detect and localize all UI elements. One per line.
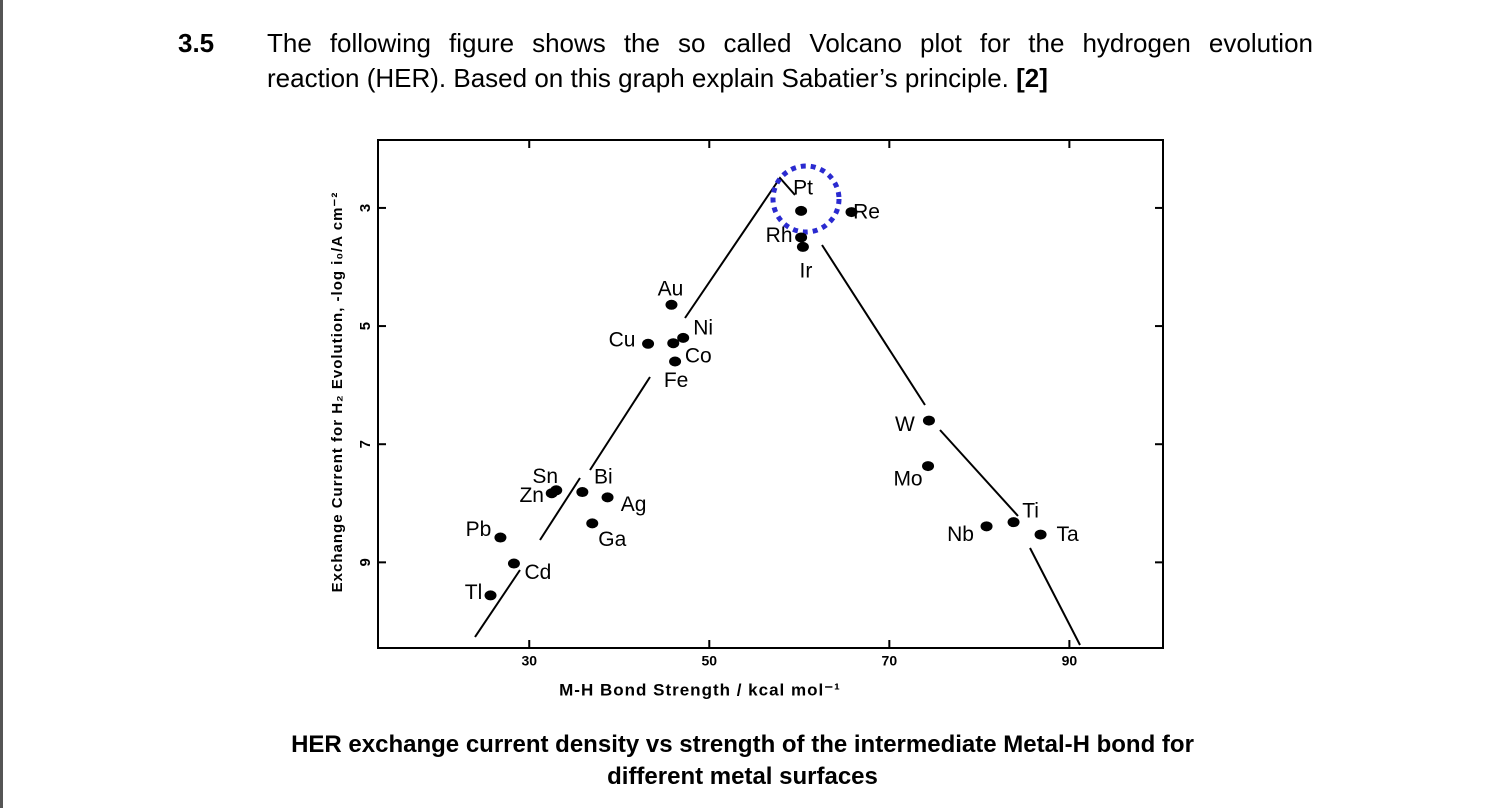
point bbox=[795, 205, 808, 216]
point-label: Fe bbox=[664, 369, 689, 392]
trend-line bbox=[539, 477, 581, 541]
point-label: Ta bbox=[1056, 523, 1079, 546]
point-label: Mo bbox=[893, 468, 922, 491]
point-label: Pb bbox=[466, 518, 492, 541]
trend-line bbox=[589, 376, 651, 471]
point-label: Cu bbox=[609, 328, 636, 351]
point bbox=[601, 492, 614, 503]
point bbox=[494, 532, 507, 543]
point-label: Pt bbox=[793, 176, 813, 199]
y-tick-label: 3 bbox=[357, 204, 374, 212]
point bbox=[642, 338, 655, 349]
point bbox=[576, 487, 589, 498]
caption: different metal surfaces bbox=[607, 763, 878, 790]
point bbox=[845, 207, 858, 218]
y-axis-title: Exchange Current for H₂ Evolution, -log … bbox=[329, 192, 346, 593]
point-label: W bbox=[895, 413, 915, 436]
point-label: Zn bbox=[519, 484, 544, 507]
point bbox=[795, 232, 808, 243]
point-label: Sn bbox=[532, 465, 558, 488]
point-label: Cd bbox=[525, 561, 552, 584]
point bbox=[586, 518, 599, 529]
trend-line bbox=[474, 569, 521, 638]
point-label: Ni bbox=[693, 316, 713, 339]
point-label: Ir bbox=[799, 259, 812, 282]
point-label: Co bbox=[685, 345, 712, 368]
highlight-circle bbox=[770, 163, 842, 235]
point bbox=[677, 332, 690, 343]
border bbox=[0, 0, 3, 808]
point bbox=[922, 461, 935, 472]
x-tick-label: 70 bbox=[882, 653, 898, 669]
question-number: 3.5 bbox=[178, 28, 215, 58]
question-text: reaction (HER). Based on this graph expl… bbox=[267, 63, 1009, 93]
point-label: Rh bbox=[766, 224, 793, 247]
point-label: Ga bbox=[598, 528, 626, 551]
caption: HER exchange current density vs strength… bbox=[291, 731, 1194, 758]
point bbox=[484, 590, 497, 601]
question-marks: [2] bbox=[1016, 63, 1048, 93]
point-label: Au bbox=[658, 277, 684, 300]
y-tick-label: 9 bbox=[357, 558, 374, 566]
x-tick-label: 30 bbox=[521, 653, 537, 669]
point-label: Nb bbox=[947, 523, 974, 546]
y-tick-label: 7 bbox=[357, 440, 374, 448]
trend-line bbox=[821, 244, 926, 406]
x-axis-title: M-H Bond Strength / kcal mol⁻¹ bbox=[559, 680, 841, 699]
point bbox=[922, 415, 935, 426]
point bbox=[669, 356, 682, 367]
point-label: Ag bbox=[621, 493, 647, 516]
point bbox=[507, 558, 520, 569]
question-text: The following figure shows the so called… bbox=[267, 28, 1313, 58]
trend-line bbox=[939, 429, 1019, 517]
point-label: Ti bbox=[1022, 500, 1039, 523]
x-tick-label: 90 bbox=[1062, 653, 1078, 669]
x-tick-label: 50 bbox=[701, 653, 717, 669]
point bbox=[1007, 517, 1020, 528]
point bbox=[545, 488, 558, 499]
question-text: reaction (HER). Based on this graph expl… bbox=[267, 63, 1313, 94]
trend-line bbox=[1029, 547, 1081, 646]
point bbox=[667, 338, 680, 349]
plot-frame bbox=[377, 139, 1164, 649]
point bbox=[665, 299, 678, 310]
point bbox=[980, 521, 993, 532]
point bbox=[796, 241, 809, 252]
trend-line bbox=[684, 176, 796, 319]
point-label: Re bbox=[853, 201, 880, 224]
point-label: Bi bbox=[594, 466, 613, 489]
point-label: Tl bbox=[465, 581, 483, 604]
y-tick-label: 5 bbox=[357, 322, 374, 330]
point bbox=[1034, 529, 1047, 540]
